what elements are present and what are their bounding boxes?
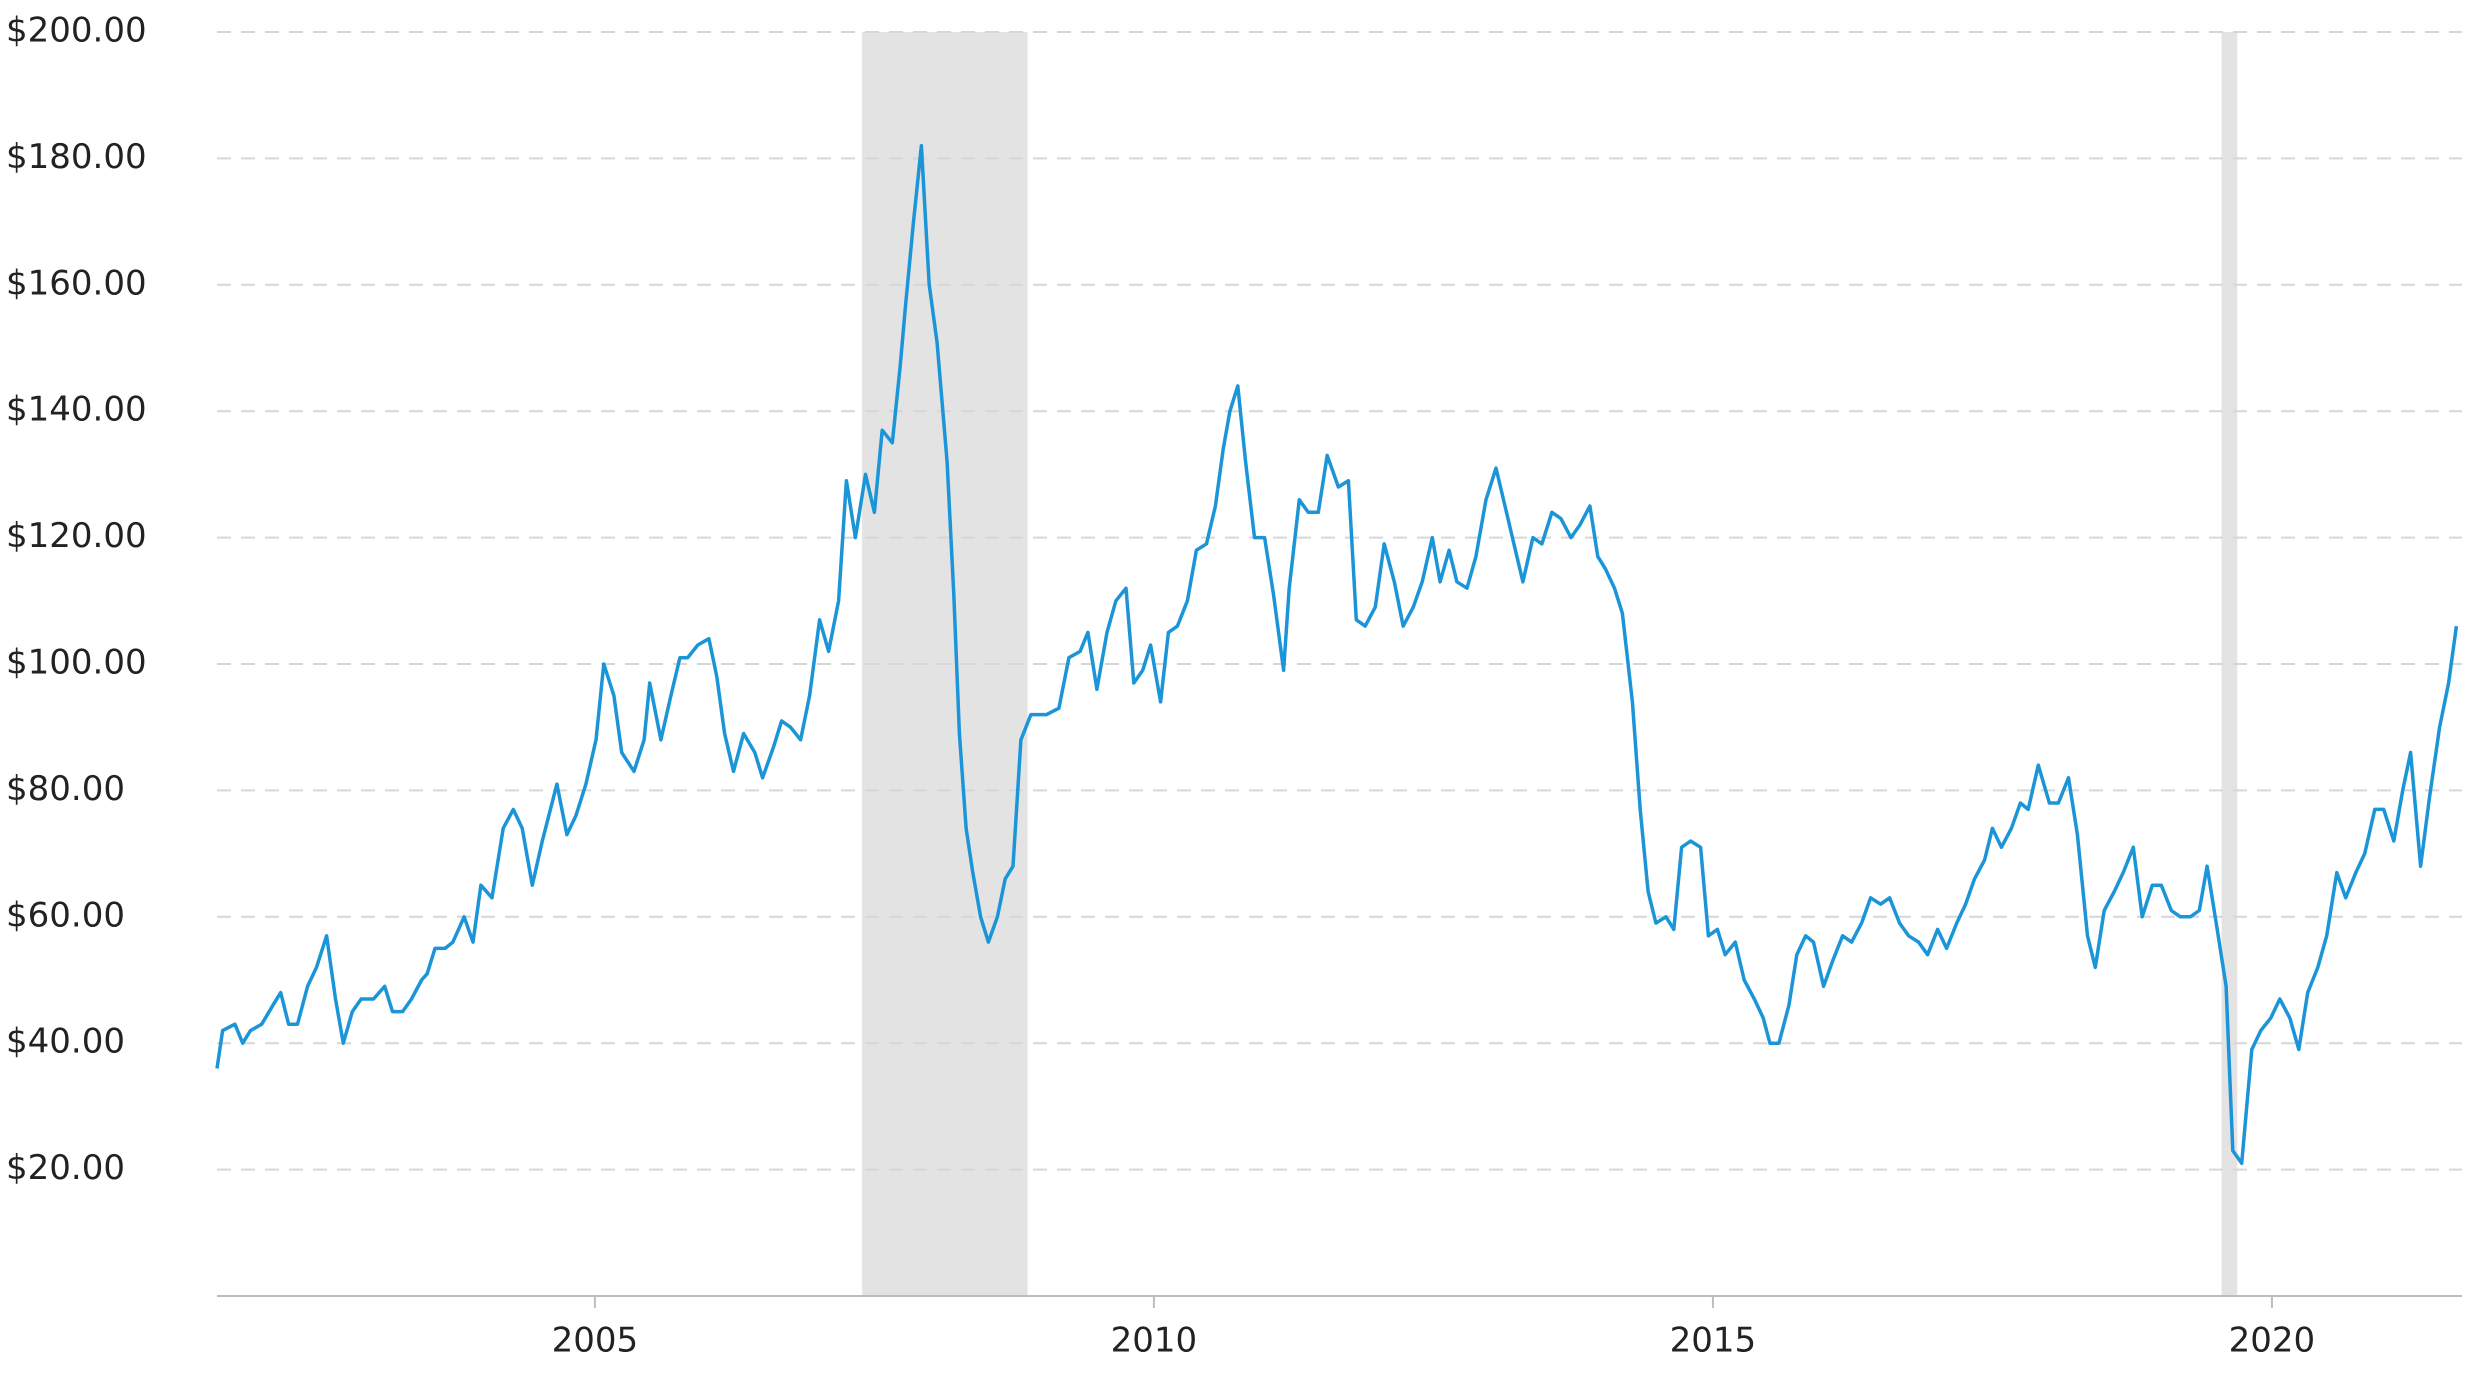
y-tick-label: $140.00: [6, 390, 147, 430]
x-tick-label: 2010: [1111, 1321, 1198, 1361]
x-tick-label: 2005: [552, 1321, 639, 1361]
price-line: [215, 144, 2459, 1166]
y-tick-label: $60.00: [6, 895, 125, 935]
y-tick-label: $120.00: [6, 516, 147, 556]
x-tick-label: 2020: [2229, 1321, 2316, 1361]
y-tick-label: $20.00: [6, 1148, 125, 1188]
y-tick-label: $100.00: [6, 643, 147, 683]
y-tick-label: $80.00: [6, 769, 125, 809]
y-tick-label: $40.00: [6, 1022, 125, 1062]
y-tick-label: $200.00: [6, 11, 147, 51]
y-tick-label: $180.00: [6, 137, 147, 177]
x-tick-label: 2015: [1670, 1321, 1757, 1361]
y-tick-label: $160.00: [6, 263, 147, 303]
